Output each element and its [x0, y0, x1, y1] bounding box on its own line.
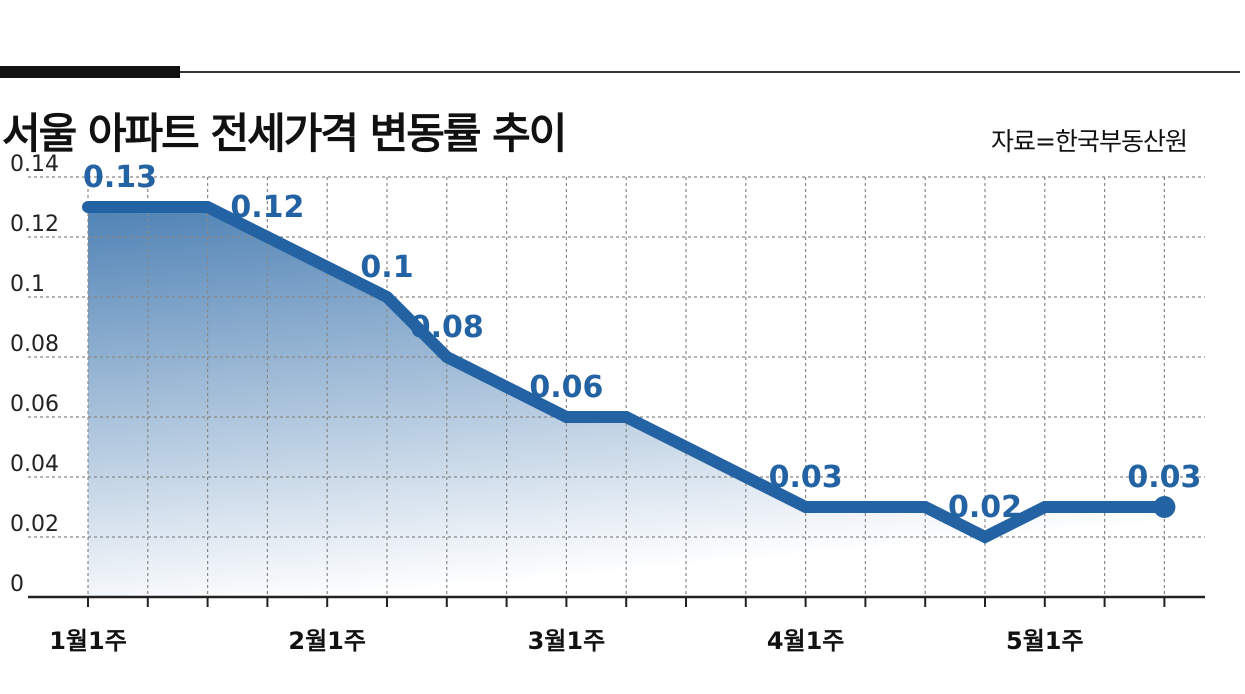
data-point	[803, 505, 808, 509]
data-label: 0.12	[230, 190, 304, 225]
data-label: 0.06	[529, 370, 603, 405]
data-point	[325, 265, 330, 269]
x-tick-label: 2월1주	[288, 627, 366, 655]
data-point	[385, 295, 389, 299]
header-rule-thick	[0, 66, 180, 78]
data-point	[86, 205, 90, 209]
y-tick-label: 0	[10, 572, 24, 597]
x-tick-label: 1월1주	[49, 627, 127, 655]
data-label: 0.13	[83, 160, 157, 195]
y-tick-label: 0.04	[10, 452, 59, 477]
data-point	[684, 445, 688, 449]
data-point	[624, 415, 629, 419]
y-tick-label: 0.08	[10, 332, 59, 357]
data-point	[205, 205, 210, 209]
data-point	[863, 505, 868, 509]
data-point	[1102, 505, 1107, 509]
end-marker	[1153, 496, 1176, 518]
y-tick-label: 0.06	[10, 392, 59, 417]
x-tick-label: 5월1주	[1006, 627, 1084, 655]
data-point	[743, 475, 748, 479]
data-point	[1042, 505, 1047, 509]
data-label: 0.03	[769, 460, 843, 495]
source-note: 자료=한국부동산원	[991, 127, 1188, 156]
data-point	[265, 235, 270, 239]
data-point	[444, 355, 449, 359]
y-tick-label: 0.12	[10, 212, 59, 237]
y-tick-label: 0.1	[10, 272, 45, 297]
y-tick-label: 0.14	[10, 152, 59, 177]
y-tick-label: 0.02	[10, 512, 59, 537]
data-label: 0.1	[360, 250, 413, 285]
data-point	[504, 385, 509, 389]
data-label: 0.03	[1127, 460, 1201, 495]
data-point	[923, 505, 928, 509]
chart-title: 서울 아파트 전세가격 변동률 추이	[2, 109, 567, 158]
x-tick-label: 4월1주	[767, 627, 845, 655]
data-label: 0.02	[948, 490, 1022, 525]
data-label: 0.08	[410, 310, 484, 345]
area-fill	[88, 207, 1165, 597]
data-point	[145, 205, 150, 209]
data-point	[983, 535, 987, 539]
x-tick-label: 3월1주	[528, 627, 606, 655]
header-rule-thin	[180, 71, 1240, 73]
data-point	[564, 415, 569, 419]
